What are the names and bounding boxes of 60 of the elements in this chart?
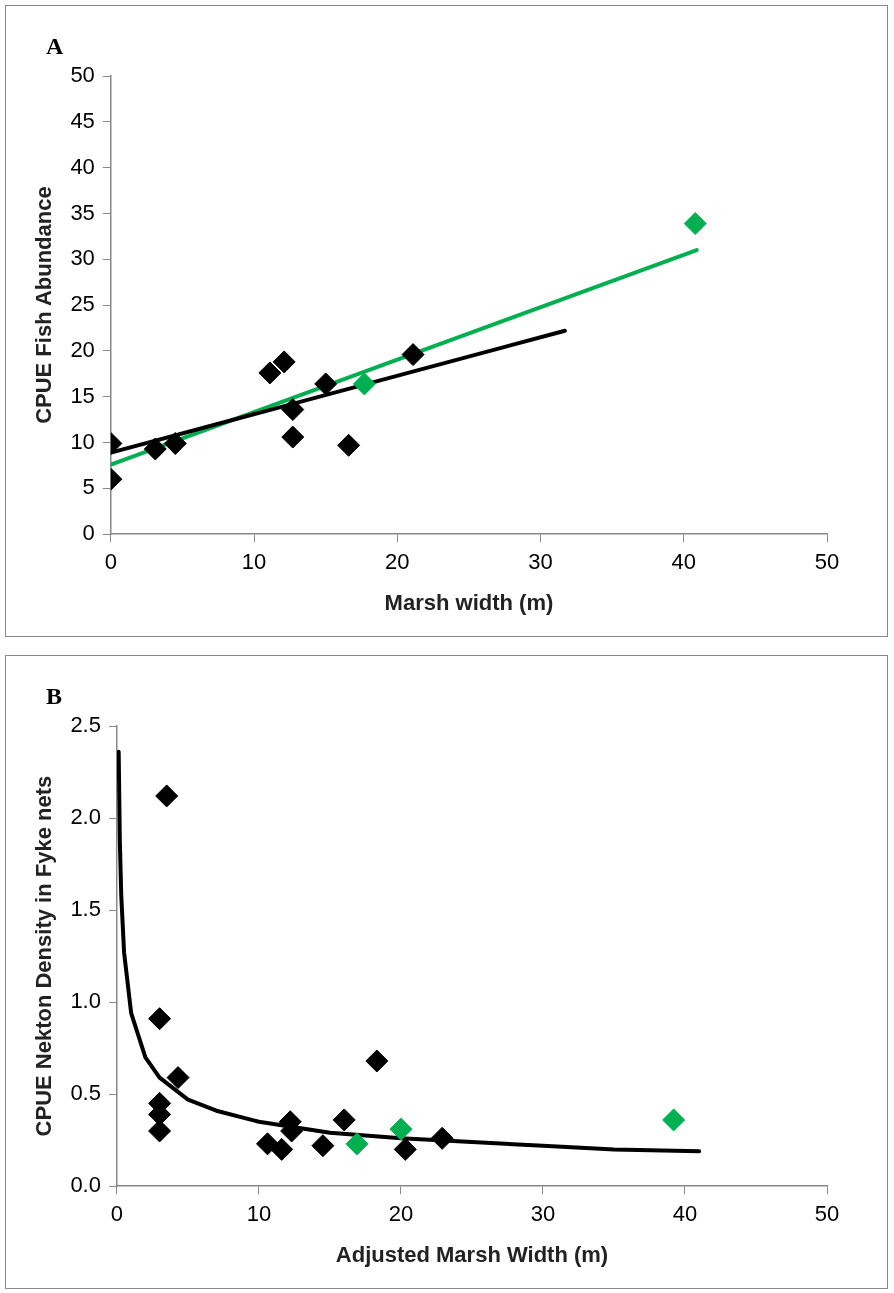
point	[155, 784, 179, 808]
y-tick-label: 2.0	[70, 804, 101, 830]
x-tick-label: 30	[530, 1201, 556, 1227]
x-tick-label: 40	[672, 1201, 698, 1227]
point	[393, 1137, 417, 1161]
y-axis-title: CPUE Fish Abundance	[31, 186, 57, 424]
point	[148, 1119, 172, 1143]
point	[337, 433, 361, 457]
y-axis-title: CPUE Nekton Density in Fyke nets	[31, 775, 57, 1137]
x-tick-label: 0	[110, 1201, 124, 1227]
point	[389, 1117, 413, 1141]
point	[662, 1108, 686, 1132]
x-tick-label: 40	[671, 549, 697, 575]
y-tick-label: 5	[82, 474, 95, 500]
y-tick-label: 50	[70, 62, 95, 88]
x-tick-label: 10	[246, 1201, 272, 1227]
point	[401, 343, 425, 367]
point	[352, 372, 376, 396]
y-tick-label: 1.5	[70, 896, 101, 922]
y-tick-label: 15	[70, 382, 95, 408]
y-tick-label: 40	[70, 153, 95, 179]
x-tick-label: 20	[388, 1201, 414, 1227]
y-tick-label: 20	[70, 336, 95, 362]
y-tick-label: 45	[70, 107, 95, 133]
y-tick-label: 35	[70, 199, 95, 225]
point	[148, 1007, 172, 1031]
x-tick-label: 30	[528, 549, 553, 575]
x-tick-label: 50	[814, 549, 840, 575]
point	[256, 1132, 280, 1156]
point	[683, 212, 707, 236]
point	[314, 372, 338, 396]
point	[272, 350, 296, 374]
x-tick-label: 10	[241, 549, 267, 575]
y-tick-label: 2.5	[70, 712, 101, 738]
point	[365, 1049, 389, 1073]
point	[281, 425, 305, 449]
point	[258, 361, 282, 385]
point	[143, 437, 167, 461]
y-tick-label: 1.0	[70, 988, 101, 1014]
text: B	[46, 683, 63, 710]
x-axis-title: Marsh width (m)	[384, 589, 554, 615]
point	[281, 398, 305, 422]
point	[166, 1066, 190, 1090]
x-tick-label: 20	[385, 549, 410, 575]
point	[345, 1132, 369, 1156]
point	[332, 1108, 356, 1132]
x-tick-label: 0	[104, 549, 117, 575]
y-tick-label: 10	[70, 428, 95, 454]
point	[163, 431, 187, 455]
text: A	[46, 33, 64, 60]
y-tick-label: 0.5	[70, 1080, 101, 1106]
point	[270, 1137, 294, 1161]
y-tick-label: 0.0	[70, 1172, 101, 1198]
point	[311, 1134, 335, 1158]
y-tick-label: 30	[70, 245, 95, 271]
x-tick-label: 50	[814, 1201, 840, 1227]
y-tick-label: 25	[70, 291, 95, 317]
point	[430, 1126, 454, 1150]
x-axis-title: Adjusted Marsh Width (m)	[335, 1241, 609, 1267]
y-tick-label: 0	[82, 520, 95, 546]
